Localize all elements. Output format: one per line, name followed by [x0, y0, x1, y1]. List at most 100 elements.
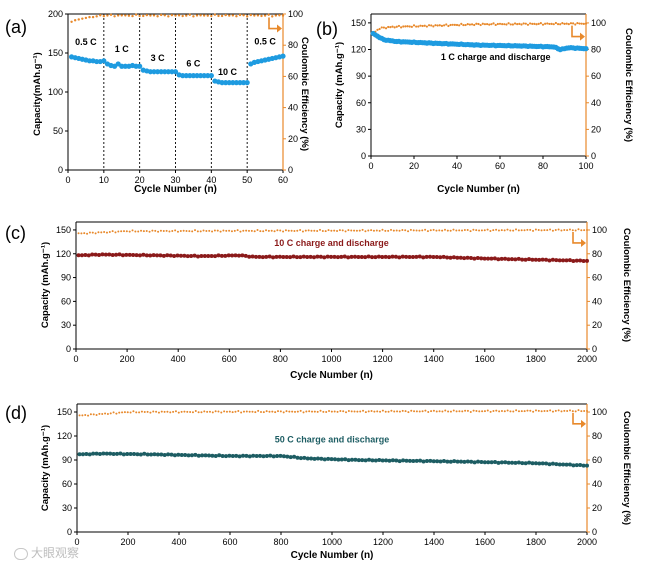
x-tick-label: 400: [171, 537, 186, 547]
efficiency-point: [523, 229, 526, 232]
efficiency-point: [373, 410, 376, 413]
efficiency-point: [120, 14, 123, 17]
efficiency-point: [270, 229, 273, 232]
x-tick-label: 800: [273, 537, 288, 547]
efficiency-point: [170, 13, 174, 17]
efficiency-point: [151, 229, 154, 232]
capacity-point: [213, 453, 218, 458]
efficiency-point: [267, 229, 270, 232]
efficiency-point: [134, 230, 137, 233]
capacity-point: [578, 258, 583, 263]
capacity-point: [489, 460, 494, 465]
efficiency-point: [304, 229, 307, 232]
efficiency-point: [574, 23, 577, 26]
capacity-point: [414, 254, 419, 259]
capacity-point: [200, 453, 205, 458]
y2-tick-label: 60: [288, 71, 298, 81]
efficiency-point: [526, 228, 529, 231]
x-tick-label: 40: [452, 161, 462, 171]
capacity-point: [94, 451, 99, 456]
panel-label: (d): [5, 403, 27, 423]
efficiency-point: [498, 22, 502, 25]
efficiency-point: [387, 410, 390, 413]
x-tick-label: 2000: [577, 354, 597, 364]
capacity-point: [209, 254, 214, 259]
capacity-point: [223, 454, 228, 459]
y-tick-label: 150: [56, 225, 71, 235]
efficiency-point: [84, 16, 88, 20]
capacity-point: [421, 459, 426, 464]
x-tick-label: 2000: [577, 537, 597, 547]
efficiency-point: [202, 14, 206, 17]
efficiency-point: [242, 229, 245, 232]
efficiency-point: [384, 27, 388, 30]
efficiency-point: [568, 228, 571, 231]
capacity-point: [120, 253, 125, 258]
capacity-point: [336, 457, 341, 462]
y2-tick-label: 40: [591, 98, 601, 108]
y2-tick-label: 0: [288, 165, 293, 175]
efficiency-point: [488, 23, 491, 26]
efficiency-point: [105, 231, 108, 234]
capacity-point: [458, 459, 463, 464]
efficiency-point: [582, 22, 585, 25]
capacity-point: [119, 63, 125, 69]
capacity-point: [201, 73, 207, 79]
efficiency-point: [308, 410, 311, 413]
capacity-point: [574, 463, 579, 468]
capacity-point: [499, 256, 504, 261]
efficiency-point: [120, 230, 123, 233]
efficiency-point: [469, 410, 472, 413]
efficiency-point: [88, 15, 91, 19]
capacity-point: [431, 459, 436, 464]
capacity-point: [469, 459, 474, 464]
efficiency-point: [449, 229, 452, 232]
efficiency-point: [242, 14, 245, 17]
capacity-point: [278, 453, 283, 458]
capacity-point: [138, 452, 143, 457]
capacity-point: [260, 255, 265, 260]
efficiency-point: [225, 229, 228, 232]
efficiency-point: [515, 409, 518, 412]
efficiency-point: [418, 229, 421, 232]
efficiency-point: [537, 22, 540, 25]
capacity-point: [428, 458, 433, 463]
efficiency-point: [70, 20, 73, 23]
capacity-point: [339, 254, 344, 259]
capacity-point: [285, 454, 290, 459]
efficiency-point: [350, 410, 353, 413]
capacity-point: [185, 254, 190, 259]
efficiency-point: [162, 230, 165, 233]
efficiency-point: [543, 229, 546, 232]
y2-tick-label: 100: [592, 407, 607, 417]
efficiency-point: [507, 22, 510, 25]
capacity-point: [438, 459, 443, 464]
capacity-point: [472, 256, 477, 261]
efficiency-point: [586, 229, 588, 232]
efficiency-point: [109, 412, 112, 415]
capacity-point: [114, 252, 119, 257]
efficiency-point: [376, 410, 379, 413]
capacity-point: [445, 459, 450, 464]
efficiency-point: [464, 23, 467, 27]
y2-tick-label: 20: [288, 134, 298, 144]
efficiency-point: [381, 228, 384, 231]
efficiency-point: [408, 25, 411, 28]
efficiency-point: [203, 410, 206, 413]
capacity-point: [356, 254, 361, 259]
efficiency-point: [537, 228, 540, 231]
capacity-point: [172, 69, 179, 75]
efficiency-point: [208, 229, 211, 232]
capacity-point: [144, 253, 149, 258]
y-tick-label: 0: [67, 527, 72, 537]
capacity-point: [393, 254, 398, 259]
capacity-point: [104, 451, 109, 456]
capacity-point: [380, 255, 385, 260]
efficiency-point: [512, 410, 515, 413]
y-tick-label: 50: [53, 126, 63, 136]
capacity-point: [194, 73, 200, 79]
y-tick-label: 30: [61, 320, 71, 330]
efficiency-point: [418, 410, 421, 413]
capacity-point: [479, 256, 484, 261]
efficiency-point: [436, 24, 439, 27]
